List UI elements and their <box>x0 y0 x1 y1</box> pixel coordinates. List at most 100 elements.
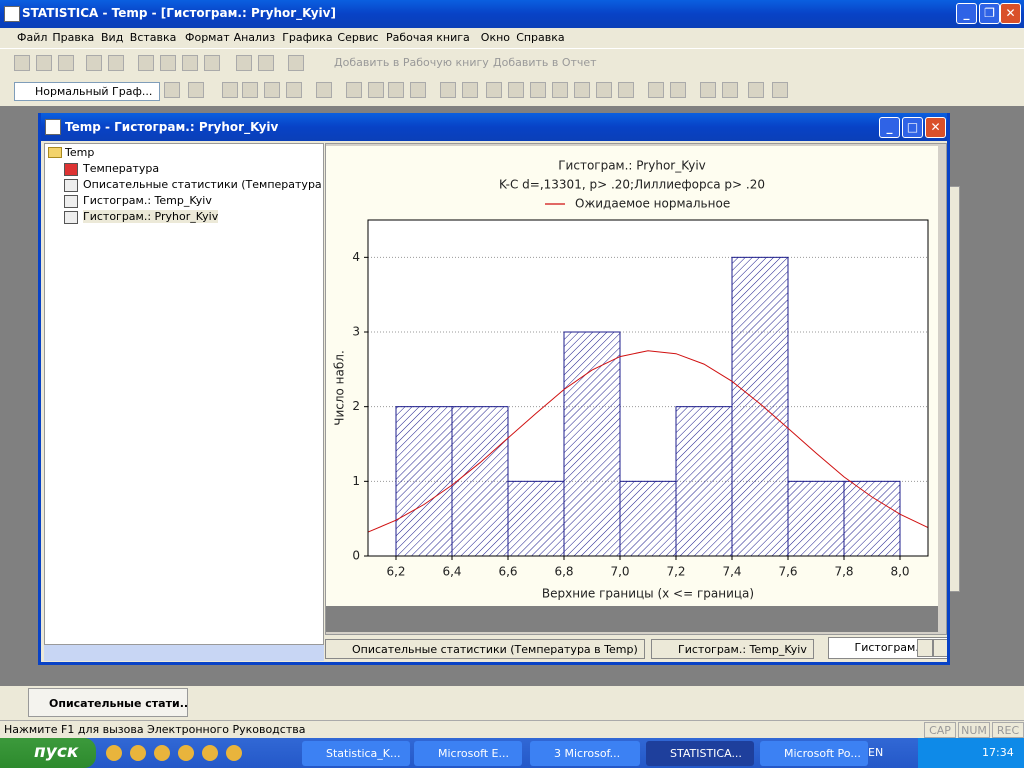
taskbar-item[interactable]: Microsoft Po... <box>760 741 868 766</box>
doc-title: Temp - Гистограм.: Pryhor_Kyiv <box>65 120 279 134</box>
mdi-strip: Описательные стати... <box>0 686 1024 720</box>
menu-item[interactable]: Правка <box>52 31 95 44</box>
doc-close[interactable]: ✕ <box>925 117 946 138</box>
toolbar-button[interactable] <box>670 82 686 98</box>
histogram-bar <box>395 406 453 557</box>
doc-minimize[interactable]: _ <box>879 117 900 138</box>
menu-item[interactable]: Файл <box>17 31 48 44</box>
toolbar-button[interactable] <box>486 82 502 98</box>
menu-item[interactable]: Графика <box>282 31 333 44</box>
tree-item[interactable]: Температура <box>83 162 160 175</box>
toolbar-button[interactable] <box>264 82 280 98</box>
toolbar-button[interactable] <box>388 82 404 98</box>
graph-style-dropdown[interactable]: Нормальный Граф... <box>14 82 160 101</box>
toolbar-button[interactable] <box>748 82 764 98</box>
close-button[interactable]: ✕ <box>1000 3 1021 24</box>
toolbar-button[interactable] <box>316 82 332 98</box>
toolbar-button[interactable] <box>188 82 204 98</box>
tree-item[interactable]: Гистограм.: Temp_Kyiv <box>83 194 212 207</box>
menu-item[interactable]: Вид <box>101 31 124 44</box>
minimize-button[interactable]: _ <box>956 3 977 24</box>
quick-launch-icon[interactable] <box>202 745 218 761</box>
toolbar-button[interactable] <box>242 82 258 98</box>
toolbar-button[interactable] <box>288 55 304 71</box>
system-tray: 17:34 <box>918 738 1024 768</box>
toolbar-button[interactable] <box>772 82 788 98</box>
toolbar-button[interactable] <box>552 82 568 98</box>
toolbar-button[interactable] <box>182 55 198 71</box>
tree-item[interactable]: Гистограм.: Pryhor_Kyiv <box>83 210 219 223</box>
toolbar-button[interactable] <box>164 82 180 98</box>
restore-button[interactable]: ❐ <box>979 3 1000 24</box>
toolbar-button[interactable] <box>410 82 426 98</box>
tree-scrollbar[interactable] <box>44 645 324 661</box>
add-workbook-button[interactable]: Добавить в Рабочую книгу <box>334 56 489 69</box>
quick-launch-icon[interactable] <box>226 745 242 761</box>
x-tick-label: 8,0 <box>890 565 909 579</box>
tab-strip: Описательные статистики (Температура в T… <box>321 637 947 659</box>
toolbar-button[interactable] <box>462 82 478 98</box>
start-button[interactable]: пуск <box>0 738 96 768</box>
toolbar-button[interactable] <box>236 55 252 71</box>
toolbar-button[interactable] <box>222 82 238 98</box>
toolbar-button[interactable] <box>108 55 124 71</box>
toolbar-button[interactable] <box>58 55 74 71</box>
toolbar-button[interactable] <box>648 82 664 98</box>
tree-item-icon <box>64 195 78 208</box>
menu-item[interactable]: Рабочая книга <box>386 31 470 44</box>
menu-item[interactable]: Сервис <box>337 31 379 44</box>
tab-scroll-right[interactable] <box>933 639 947 657</box>
x-axis-label: Верхние границы (x <= граница) <box>542 587 754 601</box>
tree-root[interactable]: Temp <box>65 146 95 159</box>
x-tick-label: 7,4 <box>722 565 741 579</box>
minimized-window[interactable]: Описательные стати... <box>28 688 188 717</box>
tab-scroll-left[interactable] <box>917 639 933 657</box>
x-tick-label: 6,6 <box>498 565 517 579</box>
toolbar-button[interactable] <box>346 82 362 98</box>
taskbar-item[interactable]: Statistica_K... <box>302 741 410 766</box>
menu-item[interactable]: Анализ <box>233 31 276 44</box>
quick-launch-icon[interactable] <box>106 745 122 761</box>
toolbar-button[interactable] <box>574 82 590 98</box>
tab[interactable]: Описательные статистики (Температура в T… <box>325 639 645 659</box>
toolbar-button[interactable] <box>368 82 384 98</box>
histogram-bar <box>451 406 509 557</box>
toolbar-button[interactable] <box>286 82 302 98</box>
toolbar-button[interactable] <box>596 82 612 98</box>
toolbar-button[interactable] <box>700 82 716 98</box>
toolbar-button[interactable] <box>722 82 738 98</box>
quick-launch-icon[interactable] <box>154 745 170 761</box>
toolbar-button[interactable] <box>36 55 52 71</box>
taskbar-item[interactable]: Microsoft E... <box>414 741 522 766</box>
toolbar-button[interactable] <box>618 82 634 98</box>
toolbar-button[interactable] <box>530 82 546 98</box>
histogram-bar <box>619 480 677 557</box>
menu-item[interactable]: Вставка <box>129 31 177 44</box>
toolbar-button[interactable] <box>86 55 102 71</box>
taskbar-item[interactable]: STATISTICA... <box>646 741 754 766</box>
toolbar-button[interactable] <box>204 55 220 71</box>
menu-item[interactable]: Формат <box>185 31 230 44</box>
quick-launch-icon[interactable] <box>130 745 146 761</box>
taskbar-item[interactable]: 3 Microsof... <box>530 741 640 766</box>
add-report-button[interactable]: Добавить в Отчет <box>493 56 597 69</box>
status-indicator: CAP <box>924 722 956 738</box>
toolbar-button[interactable] <box>14 55 30 71</box>
status-indicator: REC <box>992 722 1024 738</box>
taskbar: пуск EN 17:34 Statistica_K... Microsoft E… <box>0 738 1024 768</box>
toolbar-button[interactable] <box>160 55 176 71</box>
doc-maximize[interactable]: □ <box>902 117 923 138</box>
tab[interactable]: Гистограм.: Temp_Kyiv <box>651 639 814 659</box>
toolbar-button[interactable] <box>258 55 274 71</box>
language-indicator[interactable]: EN <box>868 746 884 759</box>
menu-item[interactable]: Справка <box>516 31 565 44</box>
quick-launch-icon[interactable] <box>178 745 194 761</box>
x-tick-label: 7,6 <box>778 565 797 579</box>
tree-item[interactable]: Описательные статистики (Температура в T… <box>83 178 323 191</box>
toolbar-button[interactable] <box>138 55 154 71</box>
toolbar-button[interactable] <box>508 82 524 98</box>
plot-border <box>367 219 929 557</box>
menu-item[interactable]: Окно <box>480 31 511 44</box>
y-axis-label: Число набл. <box>333 350 347 426</box>
toolbar-button[interactable] <box>440 82 456 98</box>
